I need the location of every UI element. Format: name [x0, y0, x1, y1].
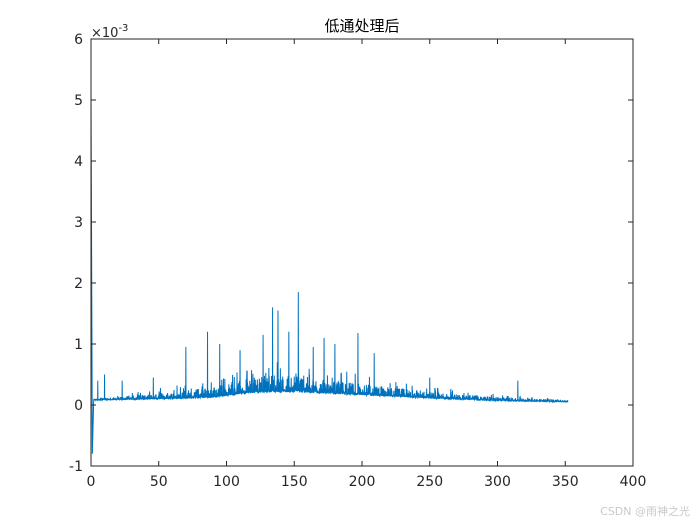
y-tick-label: 3: [74, 215, 83, 231]
x-axis: 0 50 100 150 200 250 300 350 400: [87, 39, 647, 490]
y-tick-label: 4: [74, 154, 83, 170]
chart-title: 低通处理后: [324, 17, 399, 35]
x-tick-label: 350: [552, 474, 579, 490]
y-exponent-label: ×10-3: [91, 23, 128, 41]
y-tick-label: 6: [74, 32, 83, 48]
y-tick-label: 1: [74, 337, 83, 353]
x-tick-label: 250: [416, 474, 443, 490]
x-tick-label: 0: [87, 474, 96, 490]
y-tick-label: 2: [74, 276, 83, 292]
y-exponent-power: -3: [118, 23, 128, 34]
y-exponent-base: ×10: [91, 26, 118, 41]
x-tick-label: 150: [281, 474, 308, 490]
x-tick-label: 300: [484, 474, 511, 490]
y-tick-label: 0: [74, 398, 83, 414]
x-tick-label: 50: [150, 474, 168, 490]
series-line: [90, 87, 569, 454]
y-tick-label: -1: [69, 459, 83, 475]
x-tick-label: 400: [620, 474, 647, 490]
y-tick-label: 5: [74, 93, 83, 109]
x-tick-label: 200: [349, 474, 376, 490]
x-tick-label: 100: [213, 474, 240, 490]
watermark: CSDN @雨神之光: [600, 505, 690, 518]
y-axis: -1 0 1 2 3 4 5 6: [69, 32, 633, 475]
